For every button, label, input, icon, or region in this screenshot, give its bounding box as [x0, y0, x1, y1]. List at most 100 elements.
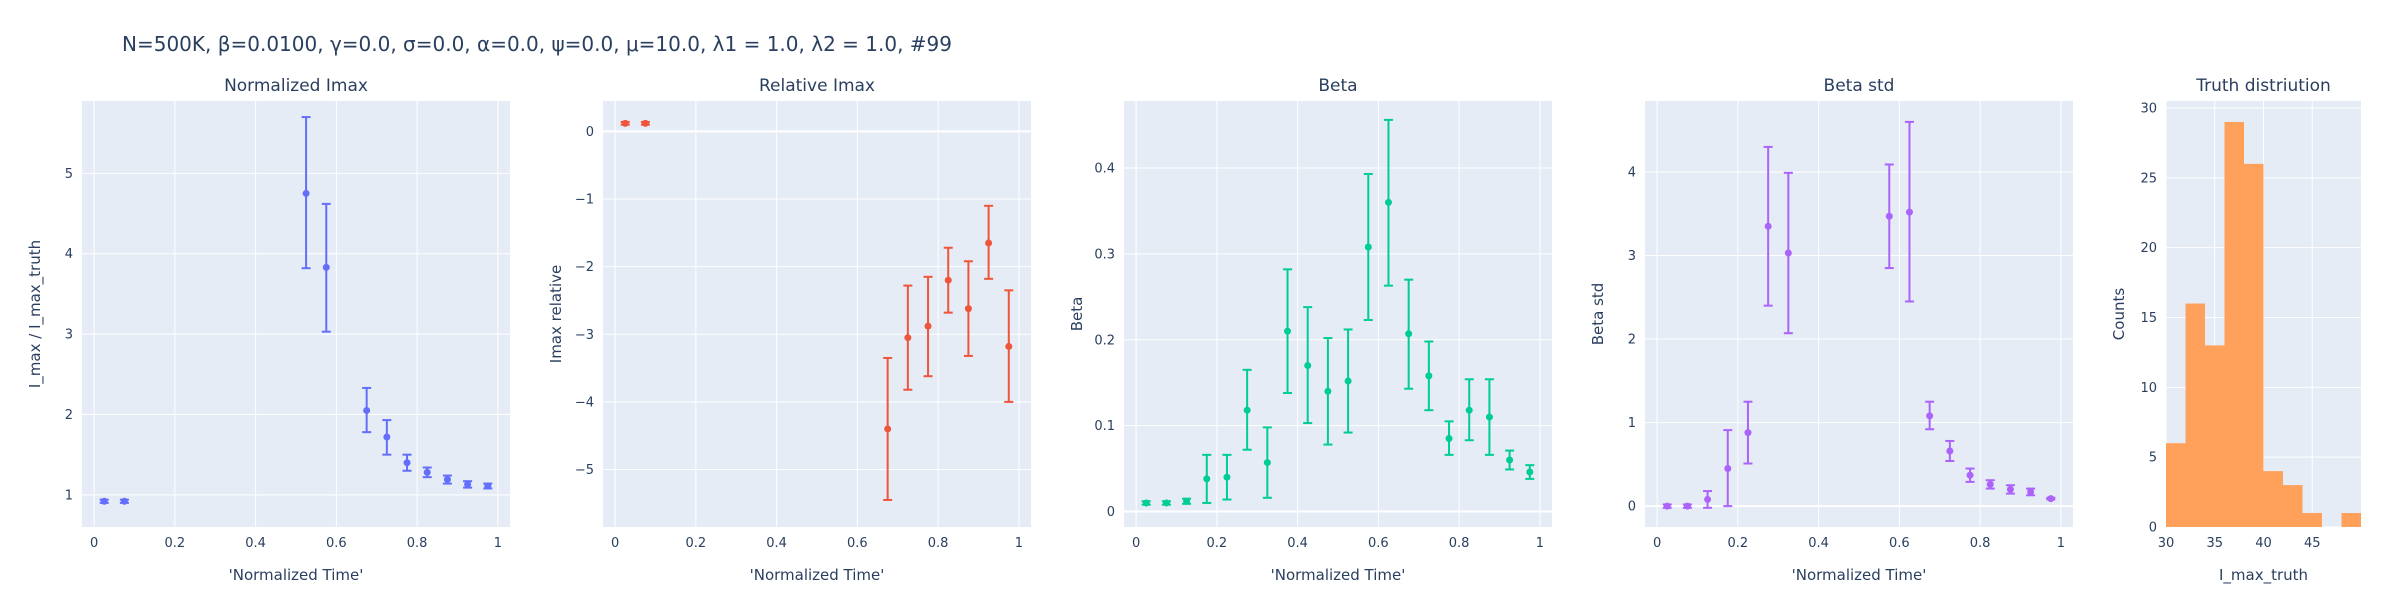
x-tick-label: 40 — [2255, 536, 2272, 551]
data-point — [422, 466, 432, 479]
data-point — [1925, 400, 1935, 431]
y-tick-label: −2 — [575, 260, 594, 275]
figure-suptitle: N=500K, β=0.0100, γ=0.0, σ=0.0, α=0.0, ψ… — [122, 32, 952, 56]
data-point — [1945, 439, 1955, 463]
plot-background — [603, 101, 1031, 527]
marker — [1784, 249, 1792, 257]
marker — [924, 322, 932, 330]
marker — [1885, 212, 1893, 220]
marker — [1344, 377, 1352, 385]
marker — [2027, 488, 2035, 496]
y-tick-label: 0 — [586, 125, 594, 140]
marker — [1183, 497, 1191, 505]
x-tick-label: 35 — [2206, 536, 2223, 551]
data-point — [463, 480, 473, 489]
x-tick-label: 0.4 — [1287, 536, 1308, 551]
x-tick-label: 1 — [2057, 536, 2065, 551]
y-tick-label: −4 — [575, 395, 594, 410]
data-point — [1343, 328, 1353, 434]
data-point — [1222, 453, 1232, 501]
marker — [1465, 406, 1473, 414]
data-point — [984, 204, 994, 280]
marker — [1663, 502, 1671, 510]
data-point — [923, 275, 933, 378]
x-tick-label: 0.2 — [1207, 536, 1228, 551]
x-tick-label: 0.6 — [1889, 536, 1910, 551]
marker — [484, 482, 492, 490]
marker — [1142, 499, 1150, 507]
x-tick-label: 1 — [1536, 536, 1544, 551]
y-tick-label: 0.2 — [1094, 333, 1115, 348]
x-tick-label: 0.2 — [1728, 536, 1749, 551]
data-point — [1464, 378, 1474, 442]
data-point — [1363, 173, 1373, 322]
marker — [1364, 243, 1372, 251]
marker — [1724, 465, 1732, 473]
panel-2: 0 −1 −2 −3 −4 −5 0 0.2 0.4 0.6 0.8 1 Relative Imax 'N… — [547, 76, 1031, 584]
data-point — [1965, 467, 1975, 483]
x-axis-label: 'Normalized Time' — [1792, 566, 1927, 584]
marker — [621, 119, 629, 127]
data-point — [483, 482, 493, 490]
histogram-bar — [2205, 345, 2225, 527]
marker — [443, 476, 451, 484]
y-tick-label: 10 — [2140, 381, 2157, 396]
marker — [383, 433, 391, 441]
x-tick-label: 1 — [1015, 536, 1023, 551]
marker — [1744, 429, 1752, 437]
data-point — [1505, 449, 1515, 471]
y-tick-label: 5 — [2149, 451, 2157, 466]
data-point — [2046, 495, 2056, 503]
y-tick-label: −1 — [575, 193, 594, 208]
data-point — [903, 284, 913, 391]
data-point — [119, 497, 129, 505]
data-point — [1202, 453, 1212, 504]
data-point — [1161, 499, 1171, 507]
x-tick-label: 0.8 — [407, 536, 428, 551]
marker — [1926, 412, 1934, 420]
marker — [1284, 327, 1292, 335]
marker — [1704, 495, 1712, 503]
y-tick-label: 0 — [2149, 521, 2157, 536]
marker — [1966, 471, 1974, 479]
x-axis-label: 'Normalized Time' — [750, 566, 885, 584]
x-tick-label: 0.6 — [1368, 536, 1389, 551]
marker — [1425, 372, 1433, 380]
data-point — [1444, 420, 1454, 456]
y-axis-label: Imax relative — [547, 265, 565, 363]
data-point — [1404, 278, 1414, 390]
data-point — [1182, 497, 1192, 505]
y-tick-label: 5 — [65, 167, 73, 182]
y-tick-label: 2 — [65, 408, 73, 423]
panel-title: Normalized Imax — [224, 76, 368, 96]
histogram-bar — [2166, 443, 2186, 527]
x-tick-label: 0 — [1132, 536, 1140, 551]
y-tick-label: −3 — [575, 328, 594, 343]
marker — [1263, 459, 1271, 467]
x-axis-label: 'Normalized Time' — [1271, 566, 1406, 584]
data-point — [1904, 120, 1914, 303]
data-point — [362, 386, 372, 434]
data-point — [1662, 502, 1672, 510]
data-point — [1783, 171, 1793, 335]
x-axis-label: 'Normalized Time' — [229, 566, 364, 584]
y-tick-label: 0.3 — [1094, 247, 1115, 262]
marker — [1986, 480, 1994, 488]
marker — [1905, 208, 1913, 216]
data-point — [2005, 484, 2015, 495]
y-tick-label: 0.4 — [1094, 161, 1115, 176]
marker — [302, 189, 310, 197]
x-axis-label: I_max_truth — [2219, 566, 2308, 585]
x-tick-label: 1 — [494, 536, 502, 551]
y-tick-label: 3 — [65, 328, 73, 343]
data-point — [99, 497, 109, 505]
panel-title: Beta std — [1824, 76, 1895, 96]
marker — [944, 276, 952, 284]
panel-title: Relative Imax — [759, 76, 875, 96]
data-point — [883, 356, 893, 501]
x-tick-label: 0.4 — [1808, 536, 1829, 551]
marker — [2006, 485, 2014, 493]
marker — [1506, 456, 1514, 464]
x-tick-label: 0.8 — [928, 536, 949, 551]
